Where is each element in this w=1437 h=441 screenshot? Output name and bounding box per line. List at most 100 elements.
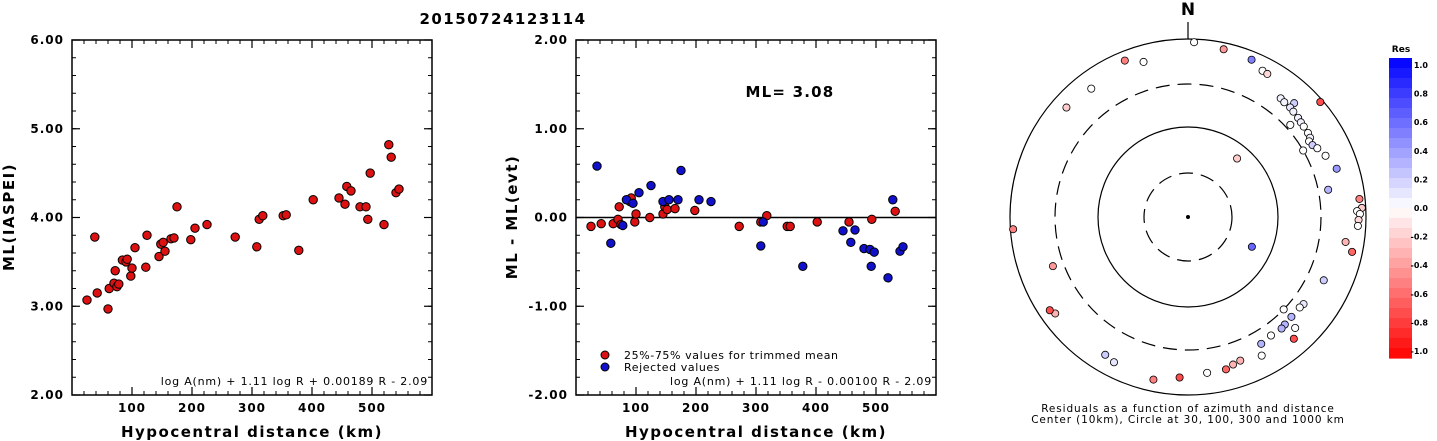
colorbar-cell — [1389, 328, 1412, 339]
station-residual-point — [1287, 312, 1296, 321]
rejected-residual-point — [592, 161, 602, 171]
colorbar-cell — [1389, 68, 1412, 79]
colorbar-cell — [1389, 158, 1412, 169]
legend-rejected-marker — [600, 362, 610, 372]
colorbar-cell — [1389, 98, 1412, 109]
station-residual-point — [1324, 185, 1333, 194]
colorbar-label: -0.6 — [1411, 290, 1429, 299]
colorbar-label: 0.0 — [1414, 204, 1429, 213]
epicenter-dot — [1186, 215, 1190, 219]
left-y-ticks: 2.00 3.00 4.00 5.00 6.00 — [30, 33, 432, 402]
station-residual-point — [1289, 107, 1298, 116]
middle-x-ticks: 100 200 300 400 500 — [587, 40, 925, 415]
x-tick-label: 500 — [862, 401, 890, 415]
x-tick-label: 200 — [682, 401, 710, 415]
station-point — [252, 242, 262, 252]
station-residual-point — [1299, 122, 1308, 131]
y-tick-label: -2.00 — [528, 388, 568, 402]
rejected-residual-point — [676, 165, 686, 176]
colorbar-cell — [1389, 228, 1412, 239]
colorbar-cell — [1389, 198, 1412, 209]
polar-panel: N Residuals as a function of azimuth and… — [1009, 0, 1367, 426]
station-residual-point — [1087, 84, 1096, 93]
colorbar-title: Res — [1392, 45, 1410, 55]
colorbar-label: -0.4 — [1411, 261, 1429, 270]
used-residual-point — [734, 221, 744, 232]
station-residual-point — [1291, 323, 1300, 332]
rejected-residual-point — [888, 195, 898, 205]
station-point — [361, 202, 371, 212]
station-point — [141, 262, 151, 272]
x-tick-label: 500 — [358, 401, 386, 415]
used-residual-point — [662, 204, 672, 215]
station-residual-point — [1175, 373, 1184, 382]
ring-100km — [1097, 126, 1279, 308]
station-residual-point — [1101, 350, 1110, 359]
middle-points — [586, 161, 908, 283]
station-point — [186, 234, 196, 245]
rejected-residual-point — [646, 180, 656, 191]
colorbar-labels: 1.0 0.8 0.6 0.4 0.2 0.0 -0.2 -0.4 -0.6 -0.8 -1.0 — [1411, 61, 1429, 356]
station-point — [346, 186, 356, 196]
station-point — [92, 288, 102, 298]
left-formula: log A(nm) + 1.11 log R + 0.00189 R - 2.0… — [161, 375, 428, 388]
station-residual-point — [1348, 247, 1357, 256]
station-residual-point — [1332, 164, 1341, 173]
station-point — [110, 266, 120, 276]
colorbar-label: -0.8 — [1411, 318, 1429, 327]
x-tick-label: 100 — [622, 401, 650, 415]
station-residual-point — [1062, 103, 1071, 112]
rejected-residual-point — [838, 226, 848, 236]
station-residual-point — [1233, 154, 1242, 163]
station-residual-point — [1316, 98, 1325, 107]
station-point — [294, 245, 304, 256]
station-residual-point — [1120, 56, 1129, 65]
rejected-residual-point — [706, 196, 716, 207]
rejected-residual-point — [758, 217, 768, 227]
rejected-residual-point — [756, 241, 766, 251]
colorbar-label: 0.8 — [1414, 90, 1429, 99]
colorbar-cells — [1389, 58, 1412, 359]
station-residual-point — [1149, 375, 1158, 384]
station-point — [379, 219, 389, 230]
station-point — [308, 195, 318, 205]
station-residual-point — [1266, 331, 1275, 340]
station-point — [363, 214, 373, 224]
used-residual-point — [630, 217, 640, 227]
colorbar-cell — [1389, 248, 1412, 259]
station-point — [90, 232, 100, 242]
x-tick-label: 400 — [298, 401, 326, 415]
station-residual-point — [1280, 98, 1289, 107]
station-point — [365, 168, 375, 178]
station-residual-point — [1355, 194, 1364, 203]
station-residual-point — [1045, 306, 1054, 315]
polar-caption-1: Residuals as a function of azimuth and d… — [1041, 403, 1335, 415]
station-residual-point — [1279, 305, 1288, 314]
colorbar-cell — [1389, 338, 1412, 349]
north-label: N — [1181, 0, 1195, 20]
station-point — [386, 152, 396, 162]
polar-caption-2: Center (10km), Circle at 30, 100, 300 an… — [1031, 414, 1345, 426]
colorbar-cell — [1389, 348, 1412, 359]
colorbar-cell — [1389, 268, 1412, 279]
rejected-residual-point — [673, 195, 683, 205]
colorbar-cell — [1389, 148, 1412, 159]
left-panel: 2.00 3.00 4.00 5.00 6.00 100 200 300 400 500 log… — [0, 33, 433, 441]
station-point — [202, 219, 212, 230]
left-plot-frame — [71, 39, 433, 396]
station-residual-point — [1341, 237, 1350, 246]
station-point — [130, 242, 140, 253]
y-tick-label: 6.00 — [30, 33, 64, 47]
station-point — [160, 246, 170, 256]
rejected-residual-point — [866, 261, 876, 272]
x-tick-label: 300 — [238, 401, 266, 415]
rejected-residual-point — [618, 220, 628, 231]
colorbar-cell — [1389, 128, 1412, 139]
station-point — [126, 271, 136, 281]
station-point — [384, 140, 394, 150]
y-tick-label: 0.00 — [534, 211, 568, 225]
station-point — [190, 223, 200, 233]
station-residual-point — [1247, 55, 1256, 64]
colorbar: Res 1.0 0.8 0.6 0.4 0.2 0.0 -0.2 -0.4 -0.6 -0.8 -1… — [1389, 45, 1428, 359]
